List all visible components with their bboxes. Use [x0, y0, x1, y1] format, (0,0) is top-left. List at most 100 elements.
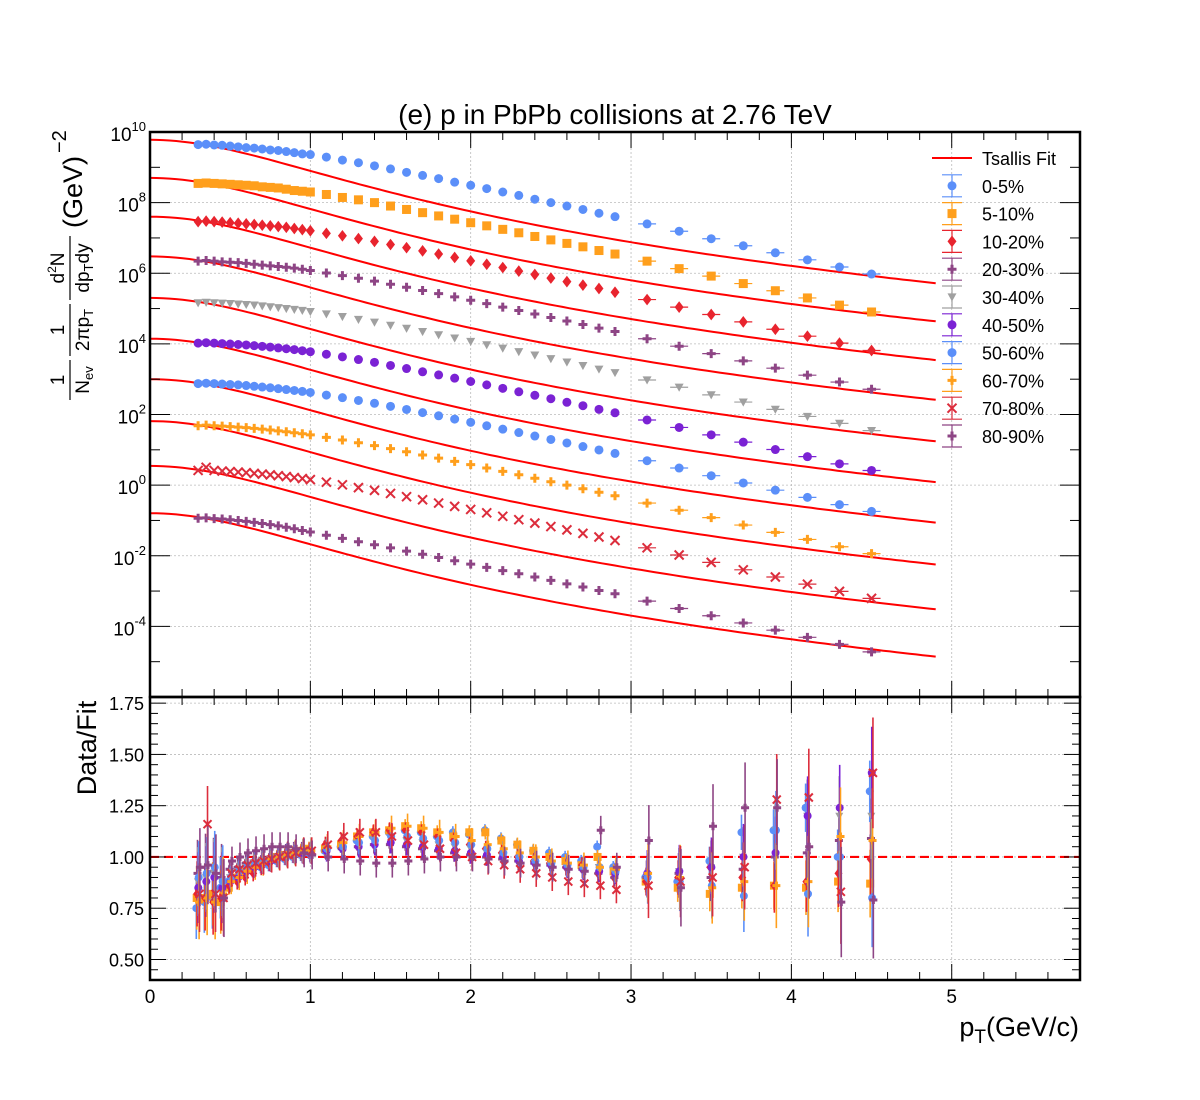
data-point — [249, 517, 259, 527]
data-point — [706, 391, 716, 400]
data-point — [594, 585, 604, 595]
ratio-point — [516, 859, 525, 868]
data-point — [466, 460, 476, 470]
data-point — [770, 485, 780, 495]
data-point — [546, 477, 556, 487]
data-point — [193, 178, 203, 188]
data-point — [369, 357, 379, 367]
data-point — [337, 479, 348, 491]
legend-marker — [947, 431, 957, 441]
data-point — [529, 517, 541, 529]
data-point — [514, 387, 524, 397]
data-point — [281, 184, 291, 194]
ratio-point — [532, 861, 541, 870]
data-point — [610, 286, 620, 299]
data-point — [402, 324, 412, 333]
legend-label: 5-10% — [982, 205, 1034, 225]
x-tick-label: 5 — [946, 987, 957, 1008]
data-point — [257, 382, 267, 392]
data-point — [208, 465, 220, 476]
data-point — [241, 381, 251, 391]
data-point — [193, 299, 203, 308]
data-point — [514, 348, 524, 357]
data-point — [418, 408, 428, 418]
data-point — [802, 330, 812, 343]
data-point — [265, 303, 275, 312]
data-point — [434, 411, 444, 421]
data-point — [225, 515, 235, 525]
data-point — [281, 221, 291, 234]
data-point — [514, 306, 524, 316]
data-point — [674, 463, 684, 473]
data-point — [561, 524, 573, 536]
data-point — [233, 217, 243, 230]
data-point — [201, 215, 211, 227]
data-point — [241, 300, 251, 310]
data-point — [241, 423, 251, 433]
data-point — [273, 145, 283, 155]
ratio-point — [593, 852, 602, 861]
y-tick-label: 106 — [118, 260, 146, 287]
data-point — [530, 231, 540, 241]
legend-marker — [947, 348, 957, 358]
data-point — [642, 293, 652, 306]
data-point — [321, 530, 331, 540]
legend-label: 50-60% — [982, 344, 1044, 364]
y-tick-label: 1.50 — [109, 745, 144, 765]
data-point — [386, 201, 396, 211]
data-point — [674, 341, 684, 351]
data-point — [434, 453, 444, 463]
ratio-point — [481, 828, 490, 837]
data-point — [867, 344, 877, 357]
data-point — [450, 373, 460, 383]
data-point — [530, 473, 540, 483]
legend-marker — [946, 402, 958, 414]
data-point — [578, 204, 588, 214]
data-point — [321, 349, 331, 359]
data-point — [802, 255, 812, 265]
data-point — [249, 143, 259, 153]
legend-marker — [947, 293, 957, 302]
data-point — [706, 471, 716, 481]
ratio-point — [252, 846, 261, 855]
data-point — [642, 256, 652, 266]
data-point — [770, 527, 780, 537]
legend-entry-0-5%: 0-5% — [942, 174, 1024, 198]
series-10-20% — [193, 215, 881, 357]
data-point — [337, 155, 347, 165]
top-panel-data-points — [192, 139, 881, 657]
data-point — [466, 559, 476, 569]
data-point — [578, 442, 588, 452]
data-point — [233, 380, 243, 390]
data-point — [257, 260, 267, 270]
ratio-point — [772, 881, 781, 890]
data-point — [402, 364, 412, 374]
y-tick-label: 1.00 — [109, 848, 144, 868]
data-point — [281, 262, 291, 272]
data-point — [706, 234, 716, 244]
legend-label: 10-20% — [982, 232, 1044, 252]
data-point — [209, 178, 219, 188]
data-point — [418, 450, 428, 460]
data-point — [418, 328, 428, 337]
data-point — [353, 438, 363, 448]
ratio-point — [284, 842, 293, 851]
data-point — [217, 299, 227, 308]
data-point — [674, 422, 684, 432]
data-point — [673, 549, 685, 561]
ratio-point — [211, 869, 220, 878]
ratio-point — [452, 852, 461, 861]
data-point — [209, 215, 219, 228]
data-point — [297, 473, 308, 484]
data-point — [562, 397, 572, 407]
data-point — [482, 341, 492, 350]
data-point — [305, 347, 315, 357]
series-70-80% — [192, 462, 881, 604]
data-point — [546, 312, 556, 322]
data-point — [482, 380, 492, 390]
data-point — [402, 167, 412, 177]
data-point — [233, 142, 243, 152]
ratio-point — [595, 863, 604, 872]
data-point — [241, 143, 251, 153]
data-point — [273, 384, 283, 394]
